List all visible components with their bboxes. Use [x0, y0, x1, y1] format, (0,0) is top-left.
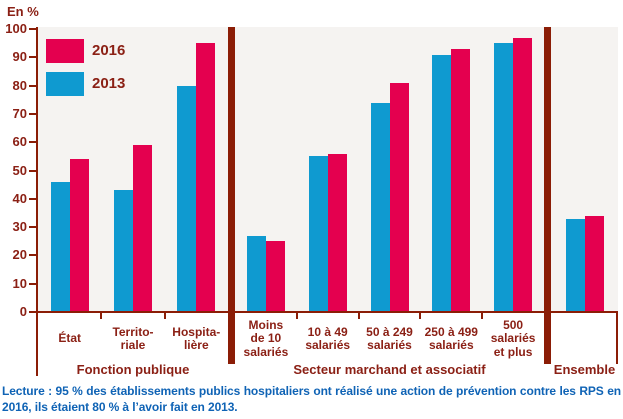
x-category-label: Moins de 10 salariés [243, 317, 289, 359]
y-tick [29, 84, 36, 87]
y-tick [29, 282, 36, 285]
y-tick [29, 311, 36, 313]
x-category-label: 50 à 249 salariés [366, 324, 413, 352]
y-axis-unit-label: En % [7, 4, 39, 19]
y-tick-label: 60 [12, 134, 27, 150]
bar-2013-500-salari-s-et-plus [494, 43, 514, 312]
bar-2013-250-499-salari-s [432, 54, 452, 312]
group-separator [228, 27, 235, 364]
x-axis-end-tick [616, 312, 618, 364]
x-axis-line [36, 311, 618, 313]
x-axis-tick [419, 313, 422, 319]
bar-2016-10-49-salari-s [327, 153, 347, 312]
bar-2013-ensemble [565, 218, 585, 312]
bar-2016-500-salari-s-et-plus [513, 37, 533, 312]
y-axis-line [36, 27, 38, 376]
x-category-label: 10 à 49 salariés [305, 324, 351, 352]
y-tick-label: 50 [12, 162, 27, 178]
x-category-label: 250 à 499 salariés [424, 324, 478, 352]
bar-2016-250-499-salari-s [451, 48, 471, 312]
y-tick [29, 254, 36, 257]
x-axis-tick [163, 313, 166, 319]
x-group-label: Ensemble [553, 362, 616, 377]
y-tick-label: 100 [5, 21, 27, 36]
y-tick [29, 112, 36, 115]
x-category-label: État [58, 331, 82, 346]
x-category-label: Hospita-lière [172, 324, 221, 352]
bar-2013--tat [50, 181, 70, 312]
bar-2016-hospitali-re [196, 43, 216, 312]
x-group-label: Secteur marchand et associatif [293, 362, 486, 377]
y-tick-label: 10 [12, 275, 27, 291]
legend-swatch-2016 [46, 39, 84, 63]
x-category-label: Territo-riale [112, 324, 154, 352]
y-tick-label: 0 [19, 304, 27, 319]
y-tick [29, 197, 36, 200]
x-category-label: 500 salariés et plus [490, 317, 536, 359]
bar-2013-50-249-salari-s [370, 102, 390, 312]
bar-2013-hospitali-re [177, 85, 197, 312]
y-tick [29, 226, 36, 229]
legend-label-2016: 2016 [92, 42, 126, 59]
y-tick [29, 28, 36, 30]
x-axis-tick [295, 313, 298, 319]
x-axis-tick [357, 313, 360, 319]
lecture-note: Lecture : 95 % des établissements public… [2, 384, 621, 414]
bar-2016-moins-de-10-salari-s [265, 241, 285, 313]
bar-2016-territoriale [133, 145, 152, 312]
legend-swatch-2013 [46, 72, 84, 96]
bar-2016-ensemble [584, 215, 604, 312]
bar-2013-10-49-salari-s [308, 156, 328, 312]
y-tick [29, 141, 36, 144]
y-tick-label: 20 [12, 247, 27, 263]
bar-2016-50-249-salari-s [389, 82, 409, 312]
legend-label-2013: 2013 [92, 75, 126, 92]
bar-2013-territoriale [114, 190, 133, 312]
y-tick-label: 80 [12, 77, 27, 93]
x-axis-tick [100, 313, 103, 319]
y-tick-label: 30 [12, 219, 27, 235]
x-axis-tick [481, 313, 484, 319]
y-tick [29, 56, 36, 59]
group-separator [544, 27, 551, 364]
y-tick-label: 40 [12, 190, 27, 206]
y-tick-label: 90 [12, 49, 27, 65]
y-tick-label: 70 [12, 105, 27, 121]
bar-2016--tat [69, 159, 89, 312]
x-group-label: Fonction publique [76, 362, 190, 377]
y-tick [29, 169, 36, 172]
bar-2013-moins-de-10-salari-s [246, 235, 266, 312]
